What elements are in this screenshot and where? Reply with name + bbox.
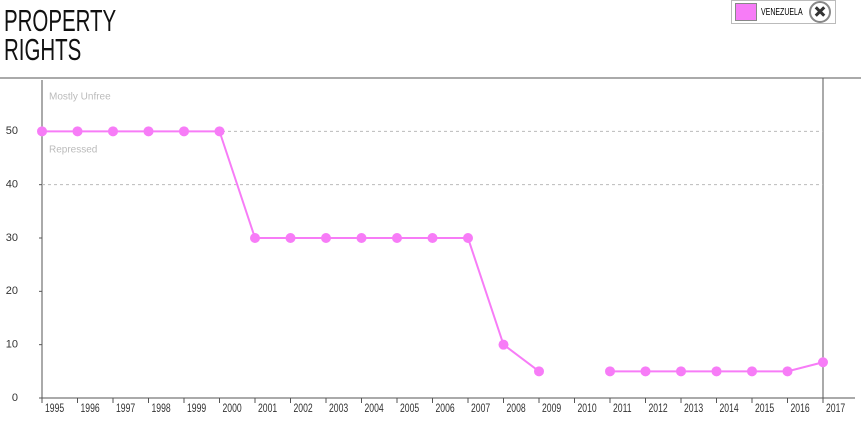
x-tick-label: 2005 — [400, 403, 419, 416]
data-point — [498, 339, 509, 350]
x-tick-label: 2012 — [649, 403, 668, 416]
legend: VENEZUELA — [731, 0, 836, 24]
data-point — [782, 366, 793, 377]
y-tick-label: 10 — [6, 339, 18, 351]
x-tick-label: 2004 — [365, 403, 384, 416]
y-tick-label: 20 — [6, 285, 18, 297]
x-tick-label: 1995 — [45, 403, 64, 416]
data-point — [640, 366, 651, 377]
data-point — [463, 233, 473, 243]
data-point — [427, 233, 438, 243]
y-tick-label: 30 — [6, 232, 18, 244]
data-point — [321, 233, 331, 243]
data-point — [676, 366, 686, 377]
zone-label: Repressed — [49, 145, 97, 156]
data-point — [747, 366, 757, 377]
x-tick-label: 2007 — [471, 403, 490, 416]
x-tick-label: 2011 — [613, 403, 632, 416]
series-line — [42, 130, 824, 373]
zone-label: Mostly Unfree — [49, 91, 111, 102]
data-point — [250, 233, 260, 243]
x-tick-label: 2006 — [436, 403, 455, 416]
legend-swatch — [735, 3, 757, 21]
chart-title: PROPERTY RIGHTS — [4, 3, 116, 67]
data-point — [108, 126, 118, 137]
data-point — [37, 126, 47, 137]
y-tick-label: 40 — [6, 179, 18, 191]
x-tick-label: 2010 — [578, 403, 597, 416]
x-tick-label: 2009 — [542, 403, 561, 416]
data-point — [214, 126, 225, 137]
x-tick-label: 1999 — [187, 403, 206, 416]
x-tick-label: 2008 — [507, 403, 526, 416]
data-point — [392, 233, 402, 243]
x-tick-label: 1996 — [81, 403, 100, 416]
data-point — [818, 357, 828, 368]
x-tick-label: 2001 — [258, 403, 277, 416]
remove-button[interactable] — [809, 1, 831, 23]
x-tick-label: 2014 — [720, 403, 739, 416]
x-tick-label: 2000 — [223, 403, 242, 416]
y-tick-label: 0 — [12, 392, 18, 404]
x-tick-label: 2003 — [329, 403, 348, 416]
x-tick-label: 1998 — [152, 403, 171, 416]
data-point — [179, 126, 189, 137]
data-point — [356, 233, 367, 243]
x-tick-label: 2017 — [826, 403, 845, 416]
x-tick-label: 2015 — [755, 403, 774, 416]
x-tick-label: 2013 — [684, 403, 703, 416]
data-point — [143, 126, 154, 137]
x-tick-label: 2002 — [294, 403, 313, 416]
data-point — [711, 366, 722, 377]
legend-label: VENEZUELA — [761, 6, 803, 18]
data-point — [534, 366, 544, 377]
y-tick-label: 50 — [6, 125, 18, 137]
x-tick-label: 2016 — [791, 403, 810, 416]
x-tick-label: 1997 — [116, 403, 135, 416]
data-point — [72, 126, 83, 137]
data-point — [285, 233, 296, 243]
data-point — [605, 366, 615, 377]
